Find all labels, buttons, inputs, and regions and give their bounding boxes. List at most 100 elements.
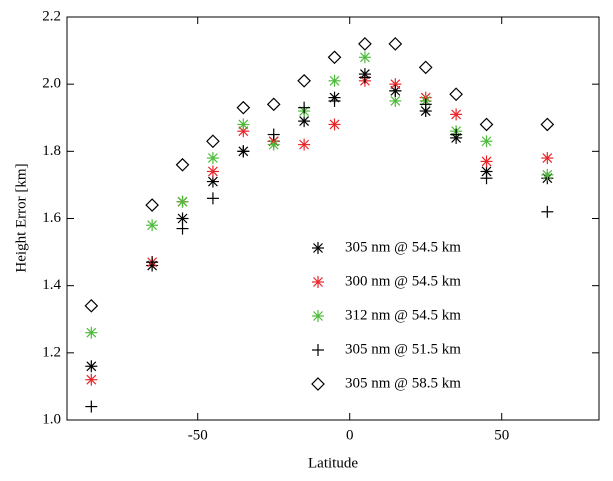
marker-stroke (238, 119, 249, 130)
marker-stroke (313, 243, 323, 253)
marker (480, 172, 493, 185)
marker-shape (206, 134, 220, 149)
marker (176, 212, 189, 225)
marker (85, 400, 98, 413)
legend-label: 305 nm @ 54.5 km (345, 239, 461, 255)
marker (328, 94, 341, 107)
marker (176, 222, 189, 235)
marker (85, 360, 98, 373)
marker-shape (358, 37, 372, 51)
marker (389, 94, 402, 107)
marker-stroke (313, 277, 323, 287)
marker-shape (540, 117, 555, 132)
marker-stroke (390, 96, 401, 106)
marker (540, 117, 555, 132)
legend-marker (311, 377, 325, 391)
marker-stroke (481, 156, 492, 167)
marker-stroke (207, 176, 218, 187)
marker-stroke (420, 106, 431, 116)
plot-frame (66, 16, 600, 421)
x-axis-label: Latitude (308, 455, 358, 471)
marker (145, 198, 159, 212)
marker (327, 50, 342, 65)
y-axis-label: Height Error [km] (13, 163, 29, 272)
marker (297, 73, 311, 88)
y-tick-label: 1.4 (42, 277, 61, 293)
marker (85, 373, 98, 386)
marker (419, 98, 432, 111)
legend-label: 312 nm @ 54.5 km (345, 307, 461, 323)
marker (541, 152, 554, 165)
legend-label: 305 nm @ 58.5 km (345, 375, 461, 391)
marker-shape (311, 377, 325, 391)
marker (388, 37, 403, 51)
marker (541, 205, 554, 218)
y-tick-label: 1.8 (42, 143, 61, 159)
y-tick-label: 1.0 (42, 411, 61, 427)
marker (206, 165, 219, 178)
marker (267, 138, 280, 151)
marker-stroke (268, 139, 279, 150)
marker-shape (479, 117, 494, 132)
marker (85, 326, 98, 339)
legend-marker (312, 242, 324, 254)
marker (146, 256, 159, 269)
marker (328, 74, 341, 87)
marker-stroke (299, 116, 310, 127)
marker-stroke (481, 166, 492, 177)
x-tick-label: 50 (494, 427, 509, 443)
marker-shape (145, 198, 159, 212)
marker (480, 135, 493, 148)
marker (449, 87, 463, 102)
marker-stroke (177, 213, 188, 224)
marker-stroke (86, 327, 97, 338)
x-tick-label: -50 (188, 427, 208, 443)
marker-stroke (86, 374, 97, 385)
marker-shape (175, 157, 190, 172)
marker (480, 155, 493, 168)
marker (84, 298, 99, 313)
marker-stroke (177, 196, 188, 207)
legend-label: 300 nm @ 54.5 km (345, 273, 461, 289)
marker-stroke (542, 169, 553, 180)
legend-marker (312, 310, 324, 322)
marker-stroke (207, 153, 218, 163)
marker (298, 115, 311, 128)
y-tick-label: 2.0 (42, 76, 61, 92)
marker (206, 192, 219, 205)
marker-shape (418, 60, 433, 75)
marker-shape (266, 97, 281, 112)
marker-stroke (329, 75, 340, 86)
x-tick-label: 0 (346, 427, 354, 443)
marker-shape (449, 87, 463, 102)
y-tick-label: 2.2 (42, 8, 61, 24)
marker (298, 138, 311, 151)
y-tick-label: 1.6 (42, 210, 61, 226)
marker-stroke (299, 139, 310, 150)
marker-stroke (542, 153, 553, 163)
marker (176, 195, 189, 208)
marker (418, 60, 433, 75)
marker (237, 145, 250, 158)
legend-marker (312, 344, 324, 356)
marker (541, 168, 554, 181)
marker (358, 71, 371, 84)
marker (328, 118, 341, 131)
marker (266, 97, 281, 112)
marker-shape (388, 37, 403, 51)
marker (237, 118, 250, 131)
marker-stroke (359, 52, 370, 63)
marker-stroke (481, 136, 492, 147)
marker (175, 157, 190, 172)
marker (206, 152, 219, 165)
marker-stroke (313, 311, 323, 321)
marker (146, 219, 159, 232)
legend-marker (312, 276, 324, 288)
marker (358, 51, 371, 64)
marker-shape (236, 100, 251, 115)
marker (236, 100, 251, 115)
marker (206, 175, 219, 188)
marker-stroke (147, 220, 158, 231)
marker-stroke (390, 79, 401, 90)
